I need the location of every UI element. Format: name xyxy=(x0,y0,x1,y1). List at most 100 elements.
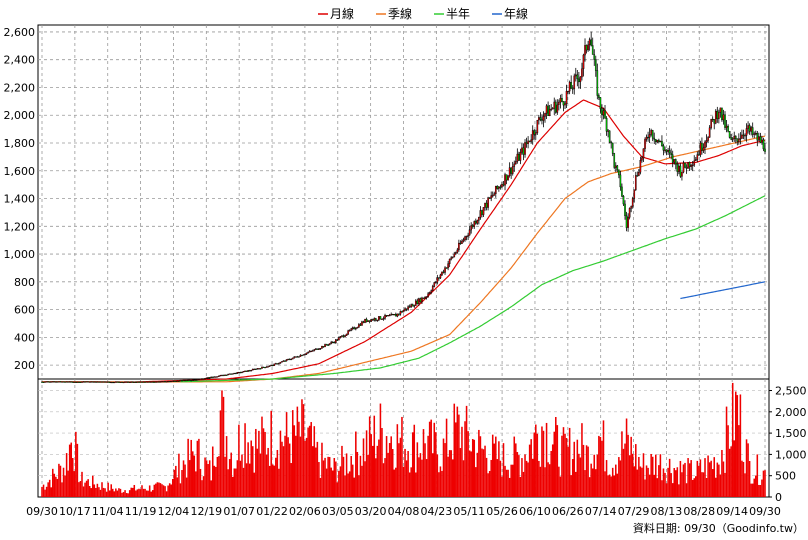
candle-body xyxy=(733,135,736,140)
volume-bar xyxy=(276,449,279,497)
candle-body xyxy=(347,330,349,335)
candle-body xyxy=(230,373,233,375)
candle-body xyxy=(336,339,339,341)
volume-bar xyxy=(541,426,543,497)
volume-bar xyxy=(162,485,165,497)
volume-bar xyxy=(273,465,276,497)
volume-bar xyxy=(458,414,460,497)
candle-body xyxy=(344,335,346,337)
volume-bar xyxy=(568,427,571,497)
volume-bar xyxy=(130,487,132,497)
candle-body xyxy=(296,356,299,358)
volume-bar xyxy=(111,488,114,497)
candle-body xyxy=(450,257,453,260)
legend-label-0: 月線 xyxy=(330,6,354,21)
candle-body xyxy=(291,357,294,360)
volume-bar xyxy=(178,453,180,497)
candle-body xyxy=(679,165,682,177)
volume-bar xyxy=(735,391,737,497)
candle-body xyxy=(571,88,574,90)
candle-body xyxy=(693,160,696,166)
volume-bar xyxy=(648,474,651,497)
volume-bar xyxy=(476,452,479,497)
legend-label-1: 季線 xyxy=(388,6,412,21)
candle-body xyxy=(281,361,283,363)
volume-bar xyxy=(531,458,534,497)
volume-bar xyxy=(295,435,297,497)
volume-bar xyxy=(733,440,736,497)
volume-bar xyxy=(682,464,685,497)
volume-bar xyxy=(684,462,686,497)
candle-body xyxy=(405,308,408,310)
candle-body xyxy=(590,39,592,46)
candle-body xyxy=(131,381,134,383)
volume-bar xyxy=(139,489,142,497)
candle-body xyxy=(673,159,676,163)
candle-body xyxy=(613,153,616,168)
candle-body xyxy=(427,293,429,297)
candle-body xyxy=(594,59,597,71)
volume-bar xyxy=(245,463,248,497)
candle-body xyxy=(634,175,637,190)
price-tick-label: 1,800 xyxy=(4,137,36,150)
volume-bar xyxy=(713,457,716,497)
candle-body xyxy=(151,381,154,383)
candle-body xyxy=(201,378,203,380)
candle-body xyxy=(533,130,536,135)
volume-bar xyxy=(73,471,76,497)
candle-body xyxy=(276,363,279,365)
candle-body xyxy=(738,138,740,142)
volume-bar xyxy=(318,462,320,497)
volume-bar xyxy=(435,432,437,497)
volume-bar xyxy=(308,425,311,497)
volume-bar xyxy=(618,457,620,497)
x-tick-label: 05/26 xyxy=(486,505,518,518)
candle-body xyxy=(473,221,476,227)
candle-body xyxy=(567,90,569,93)
volume-bar xyxy=(681,472,683,497)
candle-body xyxy=(99,381,102,383)
candle-body xyxy=(261,366,263,369)
candle-body xyxy=(176,380,179,382)
volume-bar xyxy=(219,410,222,497)
candle-body xyxy=(547,105,549,117)
candle-body xyxy=(739,138,742,140)
volume-bar xyxy=(275,457,277,497)
volume-bar xyxy=(605,460,608,497)
candle-body xyxy=(173,380,176,382)
candle-body xyxy=(764,148,766,152)
volume-bar xyxy=(444,443,446,497)
volume-bar xyxy=(84,482,86,497)
volume-bar xyxy=(610,476,612,497)
volume-bar xyxy=(599,436,602,497)
price-tick-label: 800 xyxy=(14,276,35,289)
volume-bar xyxy=(721,449,723,497)
volume-bar xyxy=(667,467,669,497)
volume-bar xyxy=(644,479,646,497)
volume-bar xyxy=(75,431,77,497)
candle-body xyxy=(687,162,689,169)
candle-body xyxy=(73,381,76,383)
volume-bar xyxy=(711,469,714,497)
volume-bar xyxy=(544,467,546,497)
candle-body xyxy=(647,136,649,139)
candle-body xyxy=(42,381,45,384)
candle-body xyxy=(662,145,665,151)
volume-bar xyxy=(419,453,422,497)
candle-body xyxy=(553,101,556,109)
candle-body xyxy=(618,169,620,176)
candle-body xyxy=(625,215,628,228)
candle-body xyxy=(371,319,374,321)
volume-bar xyxy=(151,490,154,497)
candle-body xyxy=(636,175,639,177)
candle-body xyxy=(624,203,626,217)
candle-body xyxy=(462,239,465,242)
candle-body xyxy=(301,354,303,357)
candle-body xyxy=(155,381,157,383)
volume-bar xyxy=(621,431,623,497)
volume-bar xyxy=(595,469,597,497)
volume-bar xyxy=(135,490,137,497)
candle-body xyxy=(628,208,631,218)
volume-bar xyxy=(175,465,177,497)
candle-body xyxy=(578,78,580,83)
